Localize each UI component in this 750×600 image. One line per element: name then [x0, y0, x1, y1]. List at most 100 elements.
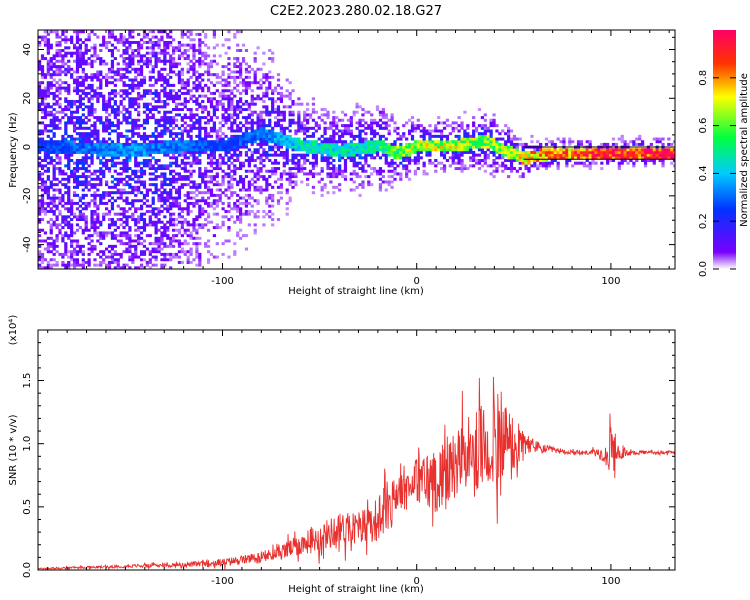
spectrogram-cell: [40, 35, 45, 39]
spectrogram-cell: [43, 89, 48, 93]
spectrogram-cell: [93, 51, 97, 55]
spectrogram-cell: [52, 159, 56, 162]
spectrogram-cell: [198, 132, 202, 136]
spectrogram-cell: [81, 172, 85, 176]
spectrogram-cell: [504, 124, 508, 128]
spectrogram-cell: [285, 207, 289, 211]
spectrogram-cell: [227, 164, 231, 168]
spectrogram-cell: [78, 145, 82, 149]
spectrogram-cell: [177, 97, 182, 101]
spectrogram-cell: [166, 204, 170, 208]
spectrogram-cell: [145, 145, 149, 149]
spectrogram-cell: [198, 32, 202, 36]
spectrogram-cell: [236, 59, 240, 63]
spectrogram-cell: [67, 236, 71, 240]
spectrogram-cell: [198, 191, 202, 195]
spectrogram-cell: [294, 129, 298, 133]
spectrogram-cell: [387, 148, 391, 152]
spectrogram-cell: [49, 113, 53, 117]
spectrogram-cell: [131, 140, 135, 144]
spectrogram-cell: [329, 121, 333, 125]
spectrogram-cell: [96, 188, 100, 192]
spectrogram-cell: [128, 97, 132, 101]
spectrogram-cell: [218, 167, 222, 171]
spectrogram-cell: [288, 172, 292, 176]
spectrogram-cell: [169, 220, 173, 224]
spectrogram-cell: [160, 124, 164, 128]
spectrogram-cell: [119, 188, 123, 192]
spectrogram-cell: [163, 110, 167, 114]
spectrogram-cell: [102, 43, 106, 47]
spectrogram-cell: [306, 121, 310, 125]
spectrogram-cell: [308, 169, 313, 173]
spectrogram-cell: [84, 161, 88, 165]
spectrogram-cell: [279, 183, 283, 187]
spectrogram-cell: [227, 159, 231, 162]
spectrogram-cell: [279, 142, 283, 146]
spectrogram-cell: [142, 94, 147, 98]
spectrogram-cell: [38, 150, 42, 154]
spectrogram-cell: [221, 78, 225, 82]
spectrogram-cell: [40, 228, 45, 232]
spectrogram-cell: [198, 105, 202, 109]
spectrogram-cell: [381, 145, 385, 149]
spectrogram-cell: [119, 193, 123, 197]
spectrogram-cell: [160, 252, 164, 256]
spectrogram-cell: [195, 86, 199, 90]
spectrogram-cell: [189, 175, 193, 179]
spectrogram-cell: [233, 177, 237, 181]
spectrogram-cell: [116, 140, 120, 144]
spectrogram-cell: [52, 140, 56, 144]
spectrogram-cell: [172, 38, 176, 42]
spectrogram-cell: [43, 247, 48, 251]
spectrogram-cell: [154, 59, 158, 63]
spectrogram-cell: [67, 255, 71, 259]
spectrogram-cell: [119, 75, 123, 79]
spectrogram-cell: [393, 153, 397, 157]
spectrogram-cell: [204, 105, 208, 109]
spectrogram-cell: [189, 148, 193, 152]
spectrogram-cell: [64, 137, 68, 141]
spectrogram-cell: [90, 153, 94, 157]
spectrogram-cell: [70, 255, 74, 259]
spectrogram-cell: [358, 161, 362, 165]
spectrogram-cell: [67, 142, 71, 146]
spectrogram-cell: [107, 199, 112, 203]
spectrogram-cell: [70, 159, 74, 162]
spectrogram-cell: [241, 145, 246, 149]
spectrogram-cell: [198, 126, 202, 130]
spectrogram-cell: [437, 142, 441, 146]
spectrogram-cell: [177, 244, 182, 248]
spectrogram-cell: [206, 204, 211, 208]
spectrogram-cell: [314, 164, 318, 168]
spectrogram-cell: [49, 228, 53, 232]
spectrogram-cell: [204, 32, 208, 36]
spectrogram-cell: [189, 234, 193, 238]
spectrogram-cell: [215, 183, 219, 187]
spectrogram-cell: [241, 89, 246, 93]
spectrogram-cell: [221, 137, 225, 141]
spectrogram-cell: [297, 124, 301, 128]
spectrogram-cell: [189, 209, 193, 213]
spectrogram-cell: [215, 180, 219, 184]
spectrogram-cell: [192, 180, 196, 184]
spectrogram-cell: [195, 89, 199, 93]
spectrogram-cell: [405, 121, 409, 125]
spectrogram-cell: [177, 242, 182, 246]
spectrogram-cell: [67, 260, 71, 264]
spectrogram-cell: [96, 169, 100, 173]
spectrogram-cell: [271, 172, 275, 176]
spectrogram-cell: [81, 156, 85, 160]
spectrogram-cell: [512, 137, 517, 141]
spectrogram-cell: [172, 118, 176, 122]
spectrogram-cell: [329, 180, 333, 184]
spectrogram-cell: [279, 132, 283, 136]
spectrogram-cell: [294, 148, 298, 152]
spectrogram-cell: [145, 223, 149, 227]
spectrogram-cell: [52, 57, 56, 61]
spectrogram-cell: [96, 137, 100, 141]
spectrogram-cell: [428, 148, 432, 152]
spectrogram-cell: [373, 118, 377, 122]
spectrogram-cell: [154, 148, 158, 152]
spectrogram-cell: [457, 156, 461, 160]
